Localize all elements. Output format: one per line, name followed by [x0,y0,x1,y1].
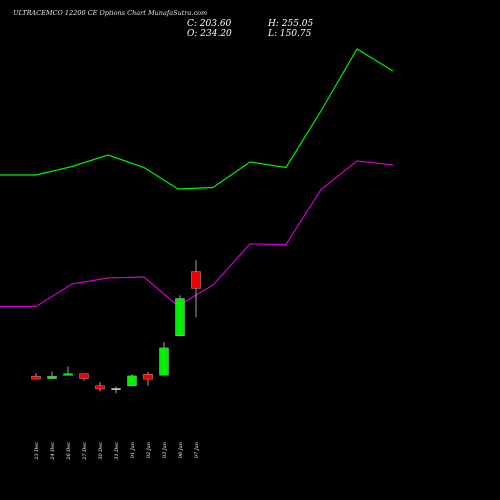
x-tick-label: 31 Dec [114,442,120,460]
open-readout: O: 234.20 [187,29,232,39]
close-value: 203.60 [199,19,232,29]
upper-line [0,48,394,190]
x-tick-label: 26 Dec [66,442,72,461]
open-label: O: [187,29,198,39]
lower-line [0,160,394,308]
x-tick-label: 02 Jan [146,442,152,458]
x-tick-label: 01 Jan [130,442,136,458]
low-label: L: [268,29,278,39]
candle-body [191,271,201,289]
candle-body [95,385,105,390]
open-value: 234.20 [200,29,232,39]
x-tick-label: 24 Dec [50,442,56,461]
low-value: 150.75 [279,29,312,39]
candle-body [143,374,153,380]
low-readout: L: 150.75 [268,29,311,39]
candle-body [79,373,89,379]
candle-body [111,388,121,390]
close-label: C: [187,19,197,29]
candle-body [175,298,185,336]
candle-body [47,376,57,379]
candle-body [127,375,137,386]
candle-body [159,347,169,376]
x-tick-label: 06 Jan [178,442,184,458]
x-tick-label: 30 Dec [98,442,104,460]
candle-body [31,376,41,380]
high-label: H: [268,19,279,29]
x-tick-label: 23 Dec [34,442,40,461]
x-tick-label: 27 Dec [82,442,88,461]
candle-body [63,373,73,376]
high-value: 255.05 [281,19,314,29]
x-tick-label: 03 Jan [162,442,168,458]
x-tick-label: 07 Jan [194,442,200,458]
chart-title: ULTRACEMCO 12200 CE Options Chart Munafa… [13,9,208,17]
close-readout: C: 203.60 [187,19,231,29]
high-readout: H: 255.05 [268,19,313,29]
